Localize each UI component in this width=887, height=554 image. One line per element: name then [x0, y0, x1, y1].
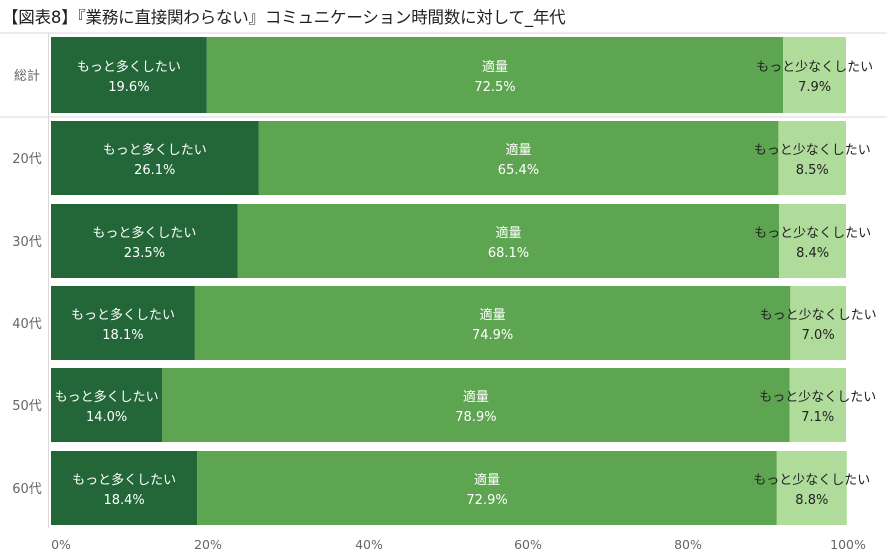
segment-value-label: 7.9% — [798, 80, 831, 95]
segment-series-label: もっと少なくしたい — [753, 473, 870, 488]
segment-series-label: 適量 — [482, 59, 508, 75]
bar-segment-appropriate-3 — [237, 204, 780, 278]
x-tick-label: 60% — [514, 537, 542, 552]
segment-series-label: 適量 — [480, 307, 506, 323]
bar-segment-more-2 — [51, 121, 259, 195]
row-label: 20代 — [12, 152, 42, 167]
bar-segment-less-1 — [783, 37, 846, 113]
segment-series-label: 適量 — [496, 225, 522, 241]
x-tick-label: 80% — [674, 537, 702, 552]
segment-value-label: 74.9% — [472, 328, 513, 343]
bar-segment-appropriate-6 — [197, 451, 777, 525]
row-label: 総計 — [14, 68, 40, 84]
segment-value-label: 8.4% — [796, 246, 829, 261]
segment-value-label: 7.1% — [801, 410, 834, 425]
x-tick-label: 40% — [355, 537, 383, 552]
segment-series-label: もっと多くしたい — [72, 472, 176, 488]
segment-series-label: 適量 — [463, 389, 489, 405]
segment-value-label: 72.9% — [466, 493, 507, 508]
segment-value-label: 18.4% — [103, 493, 144, 508]
bar-segment-less-6 — [776, 451, 847, 525]
segment-value-label: 23.5% — [124, 246, 165, 261]
segment-series-label: もっと多くしたい — [77, 59, 181, 75]
segment-value-label: 78.9% — [455, 410, 496, 425]
bar-segment-less-4 — [790, 286, 846, 360]
segment-series-label: もっと多くしたい — [55, 389, 159, 405]
segment-value-label: 26.1% — [134, 163, 175, 178]
segment-value-label: 7.0% — [802, 328, 835, 343]
segment-series-label: もっと多くしたい — [71, 307, 175, 323]
x-tick-label: 20% — [194, 537, 222, 552]
bar-segment-more-3 — [51, 204, 238, 278]
bar-segment-more-5 — [51, 368, 163, 442]
x-tick-label: 100% — [830, 537, 866, 552]
bar-segment-less-3 — [779, 204, 846, 278]
bar-segment-more-6 — [51, 451, 198, 525]
segment-value-label: 14.0% — [86, 410, 127, 425]
row-label: 40代 — [12, 317, 42, 332]
segment-series-label: もっと少なくしたい — [754, 226, 871, 241]
bar-segment-appropriate-5 — [162, 368, 790, 442]
x-tick-label: 0% — [51, 537, 71, 552]
segment-value-label: 68.1% — [488, 246, 529, 261]
segment-value-label: 18.1% — [102, 328, 143, 343]
segment-value-label: 8.8% — [795, 493, 828, 508]
segment-series-label: もっと少なくしたい — [754, 143, 871, 158]
bar-segment-appropriate-4 — [194, 286, 791, 360]
segment-series-label: もっと少なくしたい — [756, 60, 873, 75]
segment-series-label: 適量 — [474, 472, 500, 488]
row-label: 50代 — [12, 399, 42, 414]
bar-segment-more-4 — [51, 286, 195, 360]
bar-segment-appropriate-1 — [206, 37, 784, 113]
segment-series-label: 適量 — [505, 142, 531, 158]
segment-series-label: もっと少なくしたい — [759, 390, 876, 405]
bar-segment-more-1 — [51, 37, 207, 113]
segment-series-label: もっと多くしたい — [103, 142, 207, 158]
segment-value-label: 19.6% — [108, 80, 149, 95]
row-label: 30代 — [12, 235, 42, 250]
chart-title: 【図表8】『業務に直接関わらない』コミュニケーション時間数に対して_年代 — [2, 8, 566, 27]
segment-value-label: 65.4% — [498, 163, 539, 178]
segment-value-label: 72.5% — [474, 80, 515, 95]
bar-segment-less-2 — [778, 121, 846, 195]
bar-segment-appropriate-2 — [258, 121, 779, 195]
segment-series-label: もっと少なくしたい — [760, 308, 877, 323]
segment-value-label: 8.5% — [796, 163, 829, 178]
row-label: 60代 — [12, 482, 42, 497]
bar-segment-less-5 — [789, 368, 846, 442]
segment-series-label: もっと多くしたい — [92, 225, 196, 241]
